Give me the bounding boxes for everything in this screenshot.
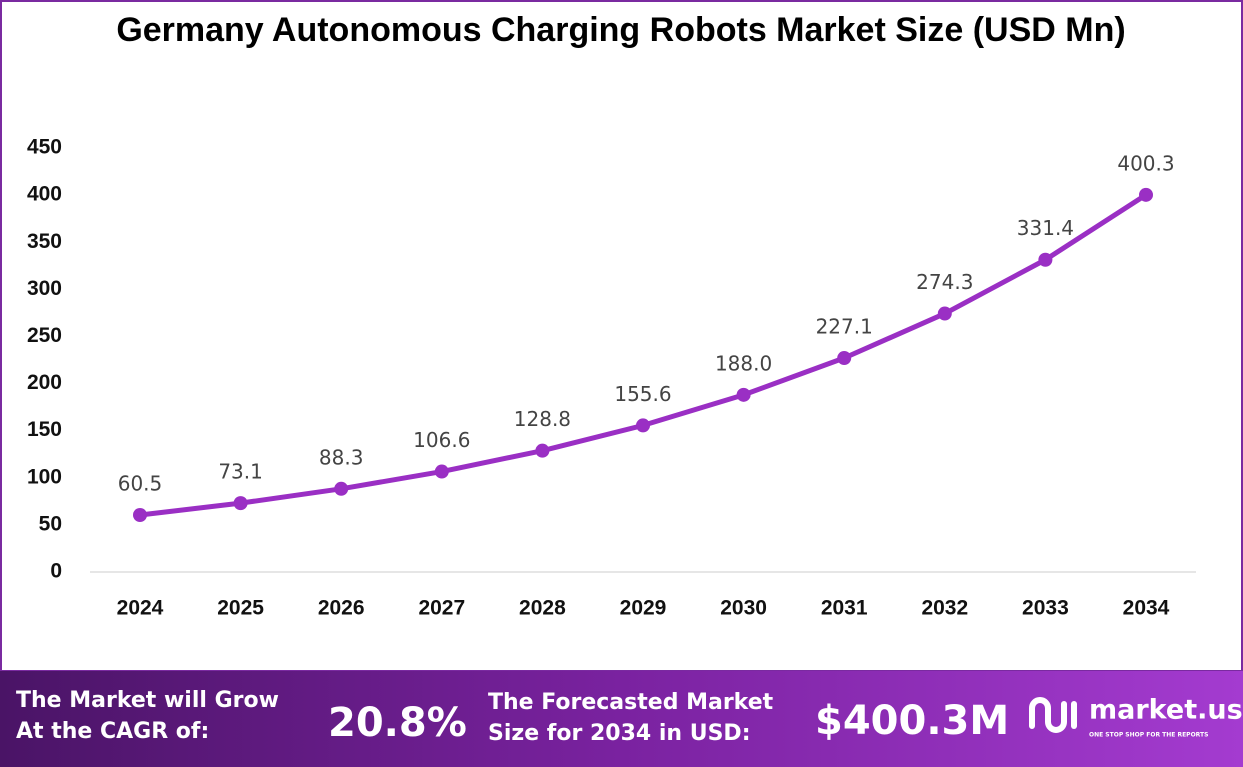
data-label: 128.8	[514, 407, 571, 431]
data-label: 227.1	[816, 315, 873, 339]
x-tick-label: 2027	[418, 597, 465, 620]
point	[133, 507, 147, 522]
cagr-value: 20.8%	[328, 700, 467, 746]
data-label: 400.3	[1117, 151, 1174, 175]
y-tick-label: 300	[27, 277, 62, 300]
point	[937, 306, 952, 321]
x-tick-label: 2031	[821, 597, 868, 620]
logo-icon	[1029, 697, 1077, 733]
y-tick-label: 100	[27, 465, 62, 488]
frame	[0, 0, 1243, 672]
point	[1038, 252, 1053, 267]
point	[535, 443, 550, 458]
y-tick-label: 400	[27, 183, 62, 206]
logo-text: market.us	[1089, 695, 1243, 726]
y-tick-label: 0	[50, 560, 62, 583]
point	[1139, 187, 1153, 202]
point	[434, 464, 449, 479]
y-tick-label: 250	[27, 324, 62, 347]
y-tick-label: 50	[39, 512, 62, 535]
data-label: 88.3	[319, 445, 364, 469]
x-tick-label: 2030	[720, 597, 767, 620]
cagr-label: The Market will Grow	[16, 688, 279, 713]
data-label: 188.0	[715, 351, 772, 375]
x-tick-label: 2034	[1123, 597, 1170, 620]
cagr-label: At the CAGR of:	[16, 719, 209, 744]
y-tick-label: 150	[27, 418, 62, 441]
x-tick-label: 2032	[921, 597, 968, 620]
y-tick-label: 200	[27, 371, 62, 394]
chart-title: Germany Autonomous Charging Robots Marke…	[116, 11, 1125, 49]
x-tick-label: 2029	[620, 597, 667, 620]
x-tick-label: 2024	[117, 597, 164, 620]
data-label: 274.3	[916, 270, 973, 294]
x-tick-label: 2033	[1022, 597, 1069, 620]
x-tick-label: 2026	[318, 597, 365, 620]
data-label: 73.1	[218, 460, 263, 484]
data-label: 331.4	[1017, 216, 1074, 240]
point	[837, 351, 852, 366]
x-tick-label: 2028	[519, 597, 566, 620]
y-tick-label: 350	[27, 230, 62, 253]
forecast-label: Size for 2034 in USD:	[488, 721, 751, 746]
y-tick-label: 450	[27, 136, 62, 159]
data-label: 60.5	[118, 471, 163, 495]
point	[636, 418, 650, 433]
point	[233, 496, 248, 511]
forecast-value: $400.3M	[815, 698, 1009, 744]
footer-band	[0, 671, 1243, 767]
logo-tagline: ONE STOP SHOP FOR THE REPORTS	[1089, 732, 1208, 739]
data-label: 106.6	[413, 428, 470, 452]
x-tick-label: 2025	[217, 597, 264, 620]
forecast-label: The Forecasted Market	[488, 690, 774, 715]
point	[736, 387, 751, 402]
data-label: 155.6	[614, 382, 671, 406]
point	[334, 481, 349, 496]
